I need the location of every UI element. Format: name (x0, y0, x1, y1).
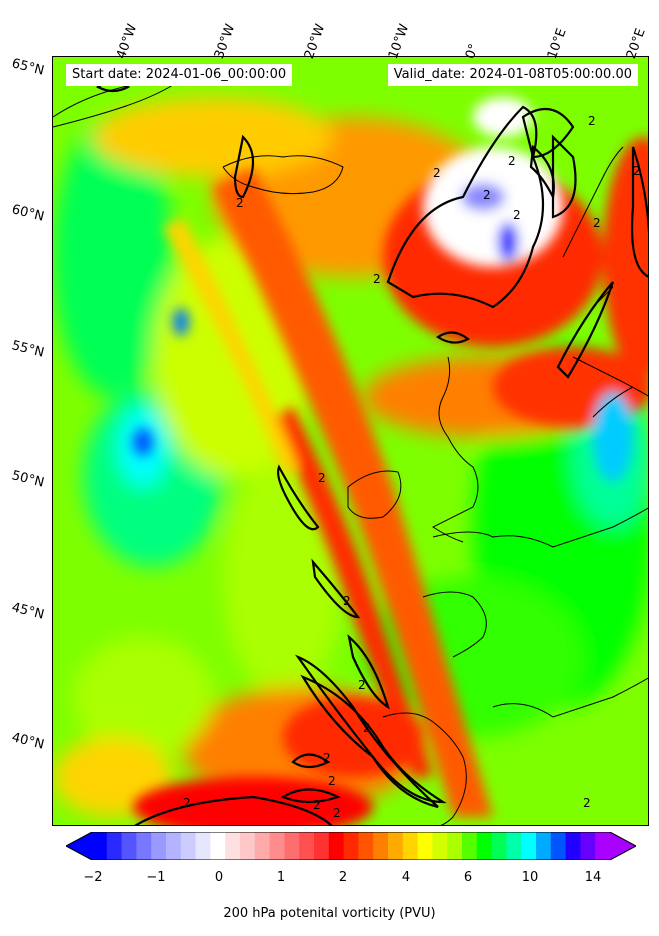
contour-label: 2 (513, 208, 521, 222)
colorbar-segment (432, 832, 448, 860)
valid-date-label: Valid_date: 2024-01-08T05:00:00.00 (387, 64, 638, 86)
contour-label: 2 (333, 806, 341, 820)
colorbar-segment (521, 832, 537, 860)
cb-tick-label: 10 (521, 870, 539, 885)
colorbar-extend-high (610, 832, 636, 860)
colorbar-segment (550, 832, 567, 860)
lat-label-55n: 55°N (10, 338, 46, 361)
colorbar-segment (166, 832, 182, 860)
cb-tick-label: 2 (338, 870, 348, 885)
high-pv-core (423, 97, 563, 267)
cb-tick-label: 4 (401, 870, 411, 885)
colorbar-label: 200 hPa potenital vorticity (PVU) (223, 906, 436, 921)
pv-2-contours (95, 80, 648, 825)
colorbar-segment (180, 832, 197, 860)
colorbar-segment (417, 832, 433, 860)
contour-label: 2 (363, 721, 371, 735)
colorbar-segment (447, 832, 463, 860)
cb-tick-label: 14 (584, 870, 602, 885)
colorbar-segment (565, 832, 581, 860)
colorbar-segment (254, 832, 271, 860)
colorbar-segment (373, 832, 389, 860)
colorbar-segment (595, 832, 611, 860)
colorbar-extend-low (66, 832, 92, 860)
contour-label: 2 (583, 796, 591, 810)
colorbar-segment (210, 832, 226, 860)
colorbar-segment (491, 832, 507, 860)
start-date-label: Start date: 2024-01-06_00:00:00 (66, 64, 293, 86)
colorbar (66, 832, 636, 860)
colorbar-segment (506, 832, 522, 860)
colorbar-segment (343, 832, 359, 860)
cb-tick-label: 1 (276, 870, 286, 885)
colorbar-segment (462, 832, 478, 860)
contour-label: 2 (358, 678, 366, 692)
contour-label: 2 (318, 471, 326, 485)
contour-label: 2 (373, 272, 381, 286)
contour-label: 2 (313, 798, 321, 812)
colorbar-segment (269, 832, 285, 860)
contour-label: 2 (483, 188, 491, 202)
contour-label: 2 (323, 751, 331, 765)
contour-label: 2 (508, 154, 516, 168)
contour-label: 2 (328, 774, 336, 788)
colorbar-segment (328, 832, 345, 860)
colorbar-segment (240, 832, 256, 860)
colorbar-segment (476, 832, 493, 860)
colorbar-segment (284, 832, 300, 860)
lat-label-40n: 40°N (10, 730, 46, 753)
contour-label: 2 (343, 594, 351, 608)
colorbar-segment (402, 832, 419, 860)
coastlines (53, 81, 648, 825)
colorbar-segment (121, 832, 137, 860)
colorbar-segment (358, 832, 374, 860)
contour-label: 2 (236, 196, 244, 210)
colorbar-segment (536, 832, 552, 860)
colorbar-segment (299, 832, 315, 860)
cb-tick-label: 6 (463, 870, 473, 885)
lat-label-50n: 50°N (10, 468, 46, 491)
colorbar-segment (314, 832, 330, 860)
colorbar-segment (388, 832, 404, 860)
colorbar-segment (580, 832, 596, 860)
cb-tick-label: −2 (83, 870, 103, 885)
colorbar-segment (151, 832, 167, 860)
lat-label-45n: 45°N (10, 600, 46, 623)
contour-label: 2 (433, 166, 441, 180)
colorbar-segment (106, 832, 123, 860)
colorbar-segment (195, 832, 211, 860)
contour-label: 2 (183, 796, 191, 810)
colorbar-segment (92, 832, 108, 860)
lat-label-60n: 60°N (10, 202, 46, 225)
cb-tick-label: 0 (214, 870, 224, 885)
contour-label: 2 (593, 216, 601, 230)
colorbar-segment (136, 832, 152, 860)
contour-label: 2 (633, 164, 641, 178)
contour-label: 2 (588, 114, 596, 128)
lat-label-65n: 65°N (10, 56, 46, 79)
colorbar-segment (225, 832, 241, 860)
cb-tick-label: −1 (146, 870, 166, 885)
